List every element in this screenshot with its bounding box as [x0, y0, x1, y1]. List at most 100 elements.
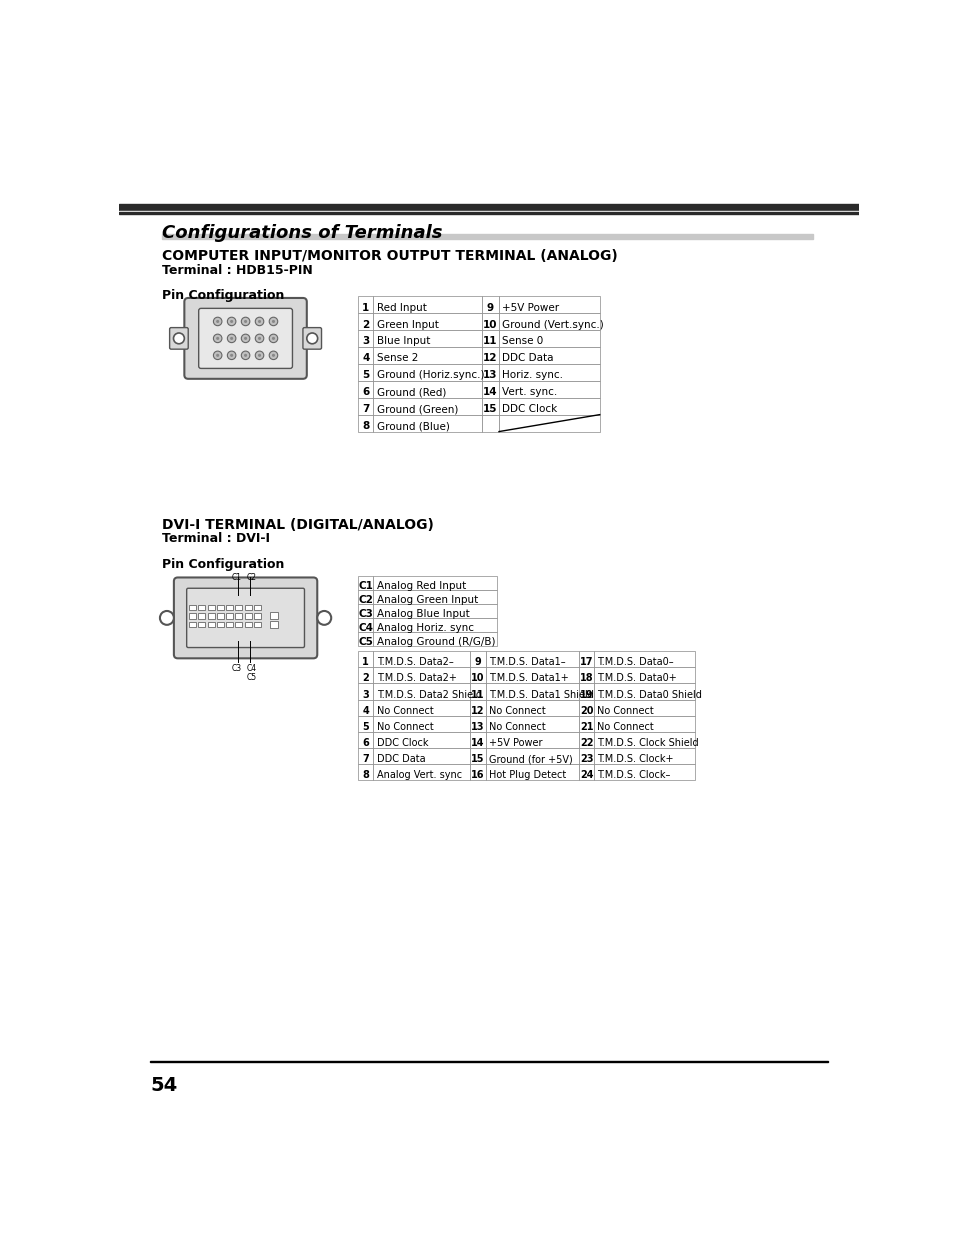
Text: 7: 7 — [361, 404, 369, 414]
Text: 6: 6 — [362, 739, 369, 748]
Text: Analog Red Input: Analog Red Input — [376, 582, 465, 592]
Circle shape — [160, 611, 173, 625]
Bar — [357, 577, 373, 590]
Text: 13: 13 — [483, 370, 497, 380]
Bar — [594, 732, 695, 748]
Bar — [226, 621, 233, 627]
Bar — [189, 621, 195, 627]
FancyBboxPatch shape — [303, 327, 321, 350]
Bar — [216, 614, 224, 619]
Text: T.M.D.S. Data1+: T.M.D.S. Data1+ — [488, 673, 568, 683]
FancyBboxPatch shape — [187, 588, 304, 647]
Text: Analog Green Input: Analog Green Input — [376, 595, 477, 605]
Bar — [208, 605, 214, 610]
Text: C1: C1 — [358, 582, 373, 592]
Bar — [373, 364, 481, 380]
Bar — [594, 651, 695, 667]
Circle shape — [255, 335, 264, 342]
Text: 4: 4 — [362, 705, 369, 716]
Text: Terminal : HDB15-PIN: Terminal : HDB15-PIN — [162, 264, 313, 277]
Text: 5: 5 — [362, 721, 369, 732]
Text: 3: 3 — [362, 689, 369, 699]
Bar — [373, 590, 497, 604]
Bar — [481, 364, 498, 380]
Text: 16: 16 — [471, 771, 484, 781]
Bar — [373, 296, 481, 312]
Bar — [594, 716, 695, 732]
Bar — [373, 748, 470, 764]
Text: DDC Clock: DDC Clock — [501, 404, 557, 414]
Circle shape — [227, 317, 235, 326]
FancyBboxPatch shape — [170, 327, 188, 350]
Bar — [198, 614, 205, 619]
Bar — [373, 330, 481, 347]
Circle shape — [269, 317, 277, 326]
Text: Ground (Vert.sync.): Ground (Vert.sync.) — [501, 320, 603, 330]
Circle shape — [244, 337, 247, 340]
Circle shape — [255, 351, 264, 359]
Circle shape — [257, 337, 261, 340]
Text: Ground (Green): Ground (Green) — [376, 404, 457, 414]
Bar — [485, 683, 578, 699]
Bar — [373, 347, 481, 364]
Bar — [226, 614, 233, 619]
Circle shape — [227, 351, 235, 359]
Bar — [226, 605, 233, 610]
Text: 3: 3 — [362, 336, 369, 347]
Bar — [357, 667, 373, 683]
Text: T.M.D.S. Clock–: T.M.D.S. Clock– — [597, 771, 670, 781]
Circle shape — [241, 317, 250, 326]
Text: 2: 2 — [362, 320, 369, 330]
Text: 8: 8 — [362, 421, 369, 431]
Text: DDC Data: DDC Data — [501, 353, 553, 363]
Text: DDC Clock: DDC Clock — [376, 739, 428, 748]
Bar — [470, 651, 485, 667]
Text: Pin Configuration: Pin Configuration — [162, 289, 284, 303]
Text: 24: 24 — [579, 771, 593, 781]
Bar — [594, 764, 695, 781]
Circle shape — [241, 351, 250, 359]
Text: No Connect: No Connect — [376, 705, 433, 716]
Bar — [357, 732, 373, 748]
Text: Blue Input: Blue Input — [376, 336, 430, 347]
Text: 10: 10 — [483, 320, 497, 330]
FancyBboxPatch shape — [173, 578, 317, 658]
Bar — [373, 764, 470, 781]
Bar — [373, 632, 497, 646]
Text: 54: 54 — [150, 1076, 177, 1095]
Text: C4: C4 — [357, 622, 373, 632]
Bar — [357, 748, 373, 764]
Text: Configurations of Terminals: Configurations of Terminals — [162, 224, 442, 242]
Bar — [373, 699, 470, 716]
Text: COMPUTER INPUT/MONITOR OUTPUT TERMINAL (ANALOG): COMPUTER INPUT/MONITOR OUTPUT TERMINAL (… — [162, 249, 617, 263]
Text: T.M.D.S. Clock+: T.M.D.S. Clock+ — [597, 755, 673, 764]
Bar — [498, 415, 599, 431]
Bar — [119, 212, 858, 214]
Bar — [245, 605, 252, 610]
Bar — [357, 604, 373, 618]
Text: Sense 0: Sense 0 — [501, 336, 543, 347]
Bar — [119, 204, 858, 211]
Text: 11: 11 — [483, 336, 497, 347]
Text: 9: 9 — [475, 657, 481, 667]
Circle shape — [244, 320, 247, 324]
Text: 20: 20 — [579, 705, 593, 716]
Bar — [498, 380, 599, 398]
Text: 5: 5 — [362, 370, 369, 380]
Text: Ground (Red): Ground (Red) — [376, 388, 445, 398]
Bar — [594, 667, 695, 683]
Text: +5V Power: +5V Power — [488, 739, 542, 748]
Circle shape — [272, 337, 274, 340]
Bar — [373, 667, 470, 683]
Circle shape — [213, 317, 222, 326]
Text: 14: 14 — [482, 388, 497, 398]
Text: C2: C2 — [358, 595, 373, 605]
Bar — [357, 651, 373, 667]
Bar — [470, 716, 485, 732]
Bar — [357, 296, 373, 312]
Bar — [235, 605, 242, 610]
Text: T.M.D.S. Data1–: T.M.D.S. Data1– — [488, 657, 565, 667]
Text: Analog Horiz. sync: Analog Horiz. sync — [376, 622, 473, 632]
Text: 9: 9 — [486, 303, 494, 312]
Bar — [245, 621, 252, 627]
